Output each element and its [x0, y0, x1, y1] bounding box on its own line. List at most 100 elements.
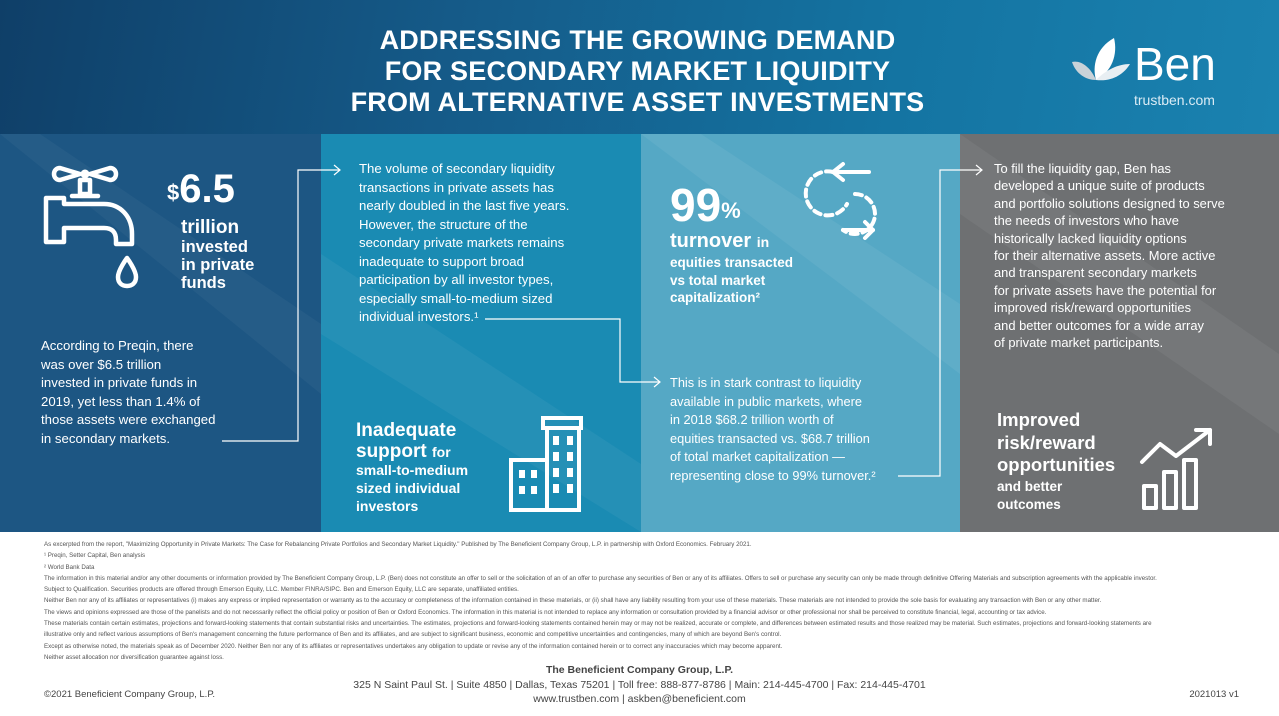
disclosure-line: ¹ Preqin, Setter Capital, Ben analysis [44, 552, 146, 560]
text-line: transactions in private assets has [359, 179, 554, 195]
stat-line-4: funds [181, 274, 226, 292]
text-line: those assets were exchanged [41, 412, 216, 427]
header-banner: ADDRESSING THE GROWING DEMAND FOR SECOND… [0, 0, 1279, 134]
improved-headline: Improved risk/reward opportunities [997, 409, 1115, 477]
headline-support-line: support for [356, 441, 456, 463]
panel-ben-solution: To fill the liquidity gap, Ben has devel… [960, 134, 1279, 532]
footer-address: 325 N Saint Paul St. | Suite 4850 | Dall… [353, 679, 926, 691]
text-line: According to Preqin, there [41, 338, 194, 353]
text-line: of private market participants. [994, 335, 1164, 351]
sub-line: sized individual [356, 480, 461, 496]
funds-stat-label: trillion invested in private funds [181, 217, 255, 293]
disclosure-line: Neither Ben nor any of its affiliates or… [44, 597, 1102, 605]
sub-line: and better [997, 479, 1063, 494]
sub-line: equities transacted [670, 255, 794, 270]
brand-logo-block[interactable]: Ben trustben.com [1066, 34, 1231, 114]
text-line: nearly doubled in the last five years. [359, 198, 570, 213]
text-line: for their alternative assets. More activ… [994, 248, 1216, 264]
text-line: was over $6.5 trillion [41, 356, 162, 372]
text-line: and portfolio solutions designed to serv… [994, 195, 1225, 211]
text-line: developed a unique suite of products [994, 178, 1205, 194]
footer-copyright: ©2021 Beneficient Company Group, L.P. [44, 689, 216, 700]
headline-for: for [432, 444, 451, 460]
text-line: in secondary markets. [41, 430, 170, 446]
turnover-sub: equities transacted vs total market capi… [670, 254, 793, 307]
headline-line: risk/reward [997, 431, 1096, 453]
text-line: secondary private markets remains [359, 235, 565, 250]
turnover-percent: 99% [670, 181, 741, 229]
text-line: historically lacked liquidity options [994, 230, 1187, 246]
inadequate-support-sub: small-to-medium sized individual investo… [356, 461, 468, 515]
headline-inadequate: Inadequate [356, 420, 457, 441]
text-line: equities transacted vs. $68.7 trillion [670, 430, 870, 446]
text-line: of total market capitalization — [670, 449, 845, 464]
text-line: inadequate to support broad [359, 253, 524, 269]
sub-line: investors [356, 498, 419, 514]
ben-logo-icon [1072, 38, 1130, 81]
amount-value: 6.5 [179, 167, 235, 211]
funds-amount: $6.5 [167, 167, 235, 211]
buildings-icon [509, 416, 583, 512]
headline-support: support [356, 441, 427, 462]
text-line: individual investors.¹ [359, 309, 479, 324]
title-line-1: ADDRESSING THE GROWING DEMAND [379, 25, 896, 55]
text-line: for private assets have the potential fo… [994, 282, 1217, 298]
disclosure-line: Neither asset allocation nor diversifica… [44, 653, 224, 661]
disclosure-line: Except as otherwise noted, the materials… [44, 642, 783, 650]
footer-company: The Beneficient Company Group, L.P. [545, 664, 734, 676]
page-title: ADDRESSING THE GROWING DEMAND FOR SECOND… [250, 25, 1025, 118]
text-line: invested in private funds in [41, 375, 198, 390]
text-line: This is in stark contrast to liquidity [670, 375, 862, 390]
faucet-icon [43, 165, 139, 289]
disclosure-line: The information in this material and/or … [44, 574, 1157, 582]
percent-sign: % [721, 198, 741, 223]
panel-inadequate-support: The volume of secondary liquidity transa… [321, 134, 641, 532]
public-markets-paragraph: This is in stark contrast to liquidity a… [670, 374, 876, 485]
stat-line-trillion: trillion [181, 217, 240, 238]
disclosure-line: The views and opinions expressed are tho… [44, 608, 1047, 616]
turnover-label: turnover in [670, 230, 769, 253]
title-line-2: FOR SECONDARY MARKET LIQUIDITY [384, 56, 891, 86]
panel-private-funds: $6.5 trillion invested in private funds … [0, 134, 321, 532]
text-line: especially small-to-medium sized [359, 290, 553, 306]
secondary-volume-paragraph: The volume of secondary liquidity transa… [359, 160, 569, 327]
text-line: participation by all investor types, [359, 272, 554, 287]
text-line: and better outcomes for a wide array [994, 317, 1204, 333]
text-line: improved risk/reward opportunities [994, 300, 1192, 316]
text-line: and transparent secondary markets [994, 265, 1197, 281]
improved-sub: and better outcomes [997, 478, 1062, 514]
currency-symbol: $ [167, 180, 180, 205]
disclosure-line: Subject to Qualification. Securities pro… [44, 586, 519, 594]
text-line: However, the structure of the [359, 216, 528, 232]
ben-solution-paragraph: To fill the liquidity gap, Ben has devel… [994, 160, 1225, 351]
sub-line: outcomes [997, 497, 1061, 512]
growth-chart-icon [1140, 428, 1212, 510]
text-line: the needs of investors who have [994, 213, 1179, 229]
headline-line: Improved [997, 409, 1081, 430]
percent-value: 99 [670, 179, 722, 231]
title-line-3: FROM ALTERNATIVE ASSET INVESTMENTS [350, 87, 925, 117]
text-line: The volume of secondary liquidity [359, 161, 555, 176]
preqin-paragraph: According to Preqin, there was over $6.5… [41, 337, 215, 448]
disclosure-line: ² World Bank Data [44, 563, 95, 571]
stat-line-3: in private [181, 256, 255, 274]
stat-line-2: invested [181, 238, 248, 256]
disclosures: As excerpted from the report, "Maximizin… [44, 539, 1244, 663]
panel-turnover: 99% turnover in equities transacted vs t… [641, 134, 960, 532]
text-line: representing close to 99% turnover.² [670, 467, 876, 483]
footer-web-links[interactable]: www.trustben.com | askben@beneficient.co… [533, 693, 746, 705]
sub-line: capitalization² [670, 290, 761, 305]
brand-name: Ben [1134, 38, 1216, 90]
turnover-word: turnover [670, 230, 752, 252]
headline-line: opportunities [997, 454, 1116, 475]
footer-doc-code: 2021013 v1 [1189, 689, 1239, 700]
inadequate-support-headline: Inadequate support for [356, 420, 456, 463]
text-line: 2019, yet less than 1.4% of [41, 393, 201, 409]
disclosure-line: illustrative only and reflect various as… [44, 631, 782, 639]
turnover-in: in [756, 234, 770, 250]
text-line: To fill the liquidity gap, Ben has [994, 161, 1171, 176]
brand-url-link[interactable]: trustben.com [1134, 92, 1215, 108]
text-line: in 2018 $68.2 trillion worth of [670, 412, 834, 427]
sub-line: small-to-medium [356, 462, 469, 478]
disclosure-line: These materials contain certain estimate… [44, 620, 1152, 628]
